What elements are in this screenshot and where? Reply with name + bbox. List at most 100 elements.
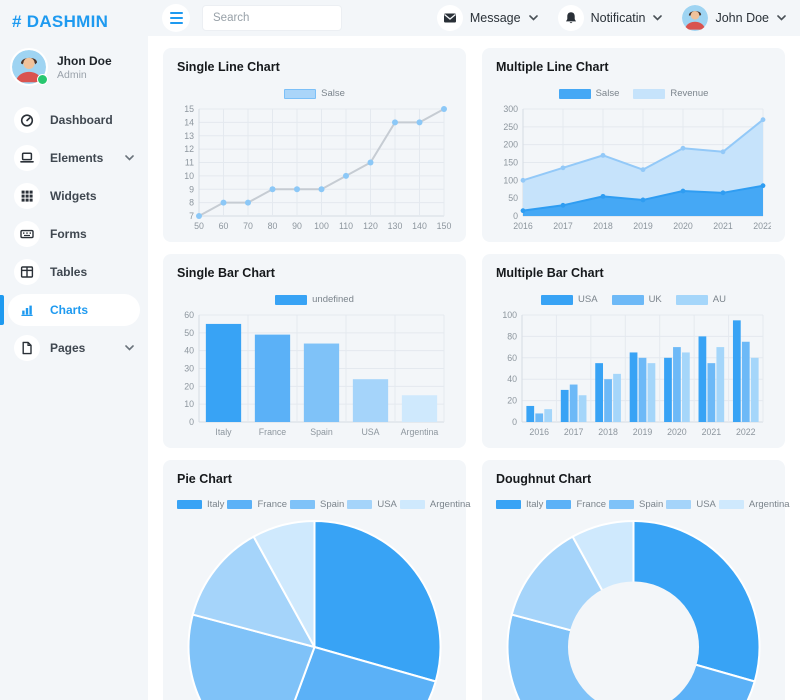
chart-legend: Italy France Spain USA Argentina bbox=[177, 499, 471, 510]
legend-swatch bbox=[284, 88, 317, 99]
svg-text:40: 40 bbox=[184, 346, 194, 356]
legend-swatch bbox=[546, 500, 572, 509]
svg-text:50: 50 bbox=[508, 193, 518, 203]
svg-text:200: 200 bbox=[503, 140, 518, 150]
card-title: Pie Chart bbox=[177, 472, 232, 486]
legend-label: Spain bbox=[639, 499, 664, 510]
legend-item[interactable]: USA bbox=[666, 499, 716, 510]
legend-item[interactable]: France bbox=[546, 499, 606, 510]
user-menu-label: John Doe bbox=[715, 11, 769, 25]
legend-item[interactable]: France bbox=[227, 499, 287, 510]
sidebar-item-charts[interactable]: Charts bbox=[0, 294, 140, 326]
sidebar-item-dashboard[interactable]: Dashboard bbox=[8, 104, 140, 136]
legend-item[interactable]: USA bbox=[347, 499, 397, 510]
single-line-chart-canvas[interactable]: 7 8 9 10 11 12 13 14 15 50 60 70 80 90 100 110 120 130 140… bbox=[177, 104, 452, 232]
multiple-line-chart-canvas[interactable]: 0 50 100 150 200 250 300 2016 2017 2018 2019 2020 20… bbox=[496, 104, 771, 232]
svg-text:9: 9 bbox=[189, 184, 194, 194]
sidebar-user[interactable]: Jhon Doe Admin bbox=[10, 48, 140, 86]
sidebar-item-forms[interactable]: Forms bbox=[8, 218, 140, 250]
topbar: Message Notificatin John Doe bbox=[148, 0, 800, 36]
card-title: Single Line Chart bbox=[177, 60, 280, 74]
sidebar-toggle-button[interactable] bbox=[162, 4, 190, 32]
sidebar-item-elements[interactable]: Elements bbox=[8, 142, 140, 174]
single-bar-chart-canvas[interactable]: 0 10 20 30 40 50 60 Italy France Spain USA Argentin… bbox=[177, 310, 452, 438]
legend-swatch bbox=[177, 500, 202, 509]
legend-item[interactable]: Spain bbox=[609, 499, 663, 510]
svg-text:150: 150 bbox=[437, 221, 452, 231]
legend-swatch bbox=[347, 500, 373, 509]
topbar-right: Message Notificatin John Doe bbox=[436, 5, 786, 31]
svg-text:2018: 2018 bbox=[593, 221, 613, 231]
legend-item[interactable]: Italy bbox=[496, 499, 543, 510]
message-menu[interactable]: Message bbox=[436, 5, 538, 31]
svg-text:300: 300 bbox=[503, 104, 518, 114]
chart-legend: Salse Revenue bbox=[496, 88, 771, 99]
svg-text:110: 110 bbox=[339, 221, 353, 231]
svg-text:80: 80 bbox=[268, 221, 278, 231]
keyboard-icon bbox=[14, 221, 40, 247]
legend-item[interactable]: Argentina bbox=[399, 499, 471, 510]
svg-text:20: 20 bbox=[507, 396, 517, 406]
user-name: Jhon Doe bbox=[57, 53, 112, 68]
svg-text:100: 100 bbox=[503, 175, 518, 185]
table-icon bbox=[14, 259, 40, 285]
legend-label: Revenue bbox=[670, 88, 709, 99]
legend-swatch bbox=[275, 294, 308, 305]
pie-chart-canvas[interactable] bbox=[177, 515, 452, 700]
svg-text:70: 70 bbox=[243, 221, 253, 231]
card-title: Single Bar Chart bbox=[177, 266, 275, 280]
legend-label: Italy bbox=[526, 499, 544, 510]
multiple-line-chart-card: Multiple Line Chart Salse Revenue 0 50 100 1… bbox=[482, 48, 785, 242]
legend-item[interactable]: undefined bbox=[275, 294, 354, 305]
svg-text:8: 8 bbox=[189, 198, 194, 208]
legend-item[interactable]: USA bbox=[541, 294, 598, 305]
legend-item[interactable]: Revenue bbox=[633, 88, 708, 99]
avatar bbox=[10, 48, 48, 86]
sidebar-item-pages[interactable]: Pages bbox=[8, 332, 140, 364]
svg-text:120: 120 bbox=[363, 221, 378, 231]
svg-text:2016: 2016 bbox=[529, 427, 549, 437]
sidebar-item-widgets[interactable]: Widgets bbox=[8, 180, 140, 212]
legend-label: Spain bbox=[320, 499, 345, 510]
multiple-bar-chart-canvas[interactable]: 0 20 40 60 80 100 2016 2017 2018 2019 2020 2021 2022 bbox=[496, 310, 771, 438]
legend-item[interactable]: Argentina bbox=[718, 499, 790, 510]
chevron-down-icon bbox=[528, 15, 538, 21]
legend-swatch bbox=[609, 500, 635, 509]
bell-icon bbox=[557, 5, 584, 31]
chart-legend: undefined bbox=[177, 294, 452, 305]
notification-label: Notificatin bbox=[590, 11, 646, 25]
svg-text:2017: 2017 bbox=[553, 221, 573, 231]
sidebar-item-tables[interactable]: Tables bbox=[8, 256, 140, 288]
svg-text:100: 100 bbox=[314, 221, 329, 231]
legend-item[interactable]: AU bbox=[675, 294, 726, 305]
legend-item[interactable]: Spain bbox=[290, 499, 344, 510]
search-input[interactable] bbox=[202, 5, 342, 31]
notification-menu[interactable]: Notificatin bbox=[557, 5, 663, 31]
svg-text:France: France bbox=[259, 427, 286, 437]
user-menu[interactable]: John Doe bbox=[682, 5, 786, 31]
svg-text:Spain: Spain bbox=[310, 427, 333, 437]
online-status-dot bbox=[37, 74, 48, 85]
doughnut-chart-canvas[interactable] bbox=[496, 515, 771, 700]
doughnut-chart-card: Doughnut Chart Italy France Spain USA Argent… bbox=[482, 460, 790, 700]
legend-label: France bbox=[576, 499, 607, 510]
card-title: Multiple Line Chart bbox=[496, 60, 609, 74]
legend-item[interactable]: Salse bbox=[558, 88, 619, 99]
pie-chart-card: Pie Chart Italy France Spain USA Argentina bbox=[163, 460, 471, 700]
legend-swatch bbox=[558, 88, 591, 99]
legend-swatch bbox=[290, 500, 316, 509]
legend-item[interactable]: Salse bbox=[284, 88, 345, 99]
legend-swatch bbox=[611, 294, 644, 305]
sidebar-item-label: Pages bbox=[50, 341, 86, 355]
legend-item[interactable]: UK bbox=[611, 294, 662, 305]
gauge-icon bbox=[14, 107, 40, 133]
legend-item[interactable]: Italy bbox=[177, 499, 224, 510]
card-title: Multiple Bar Chart bbox=[496, 266, 604, 280]
sidebar-item-label: Dashboard bbox=[50, 113, 113, 127]
svg-text:50: 50 bbox=[184, 328, 194, 338]
legend-swatch bbox=[399, 500, 425, 509]
legend-label: USA bbox=[578, 294, 598, 305]
svg-text:15: 15 bbox=[184, 104, 194, 114]
content: Single Line Chart Salse 7 8 9 10 11 12 13 14 15 5… bbox=[148, 36, 800, 700]
app-logo[interactable]: # DASHMIN bbox=[12, 12, 109, 31]
